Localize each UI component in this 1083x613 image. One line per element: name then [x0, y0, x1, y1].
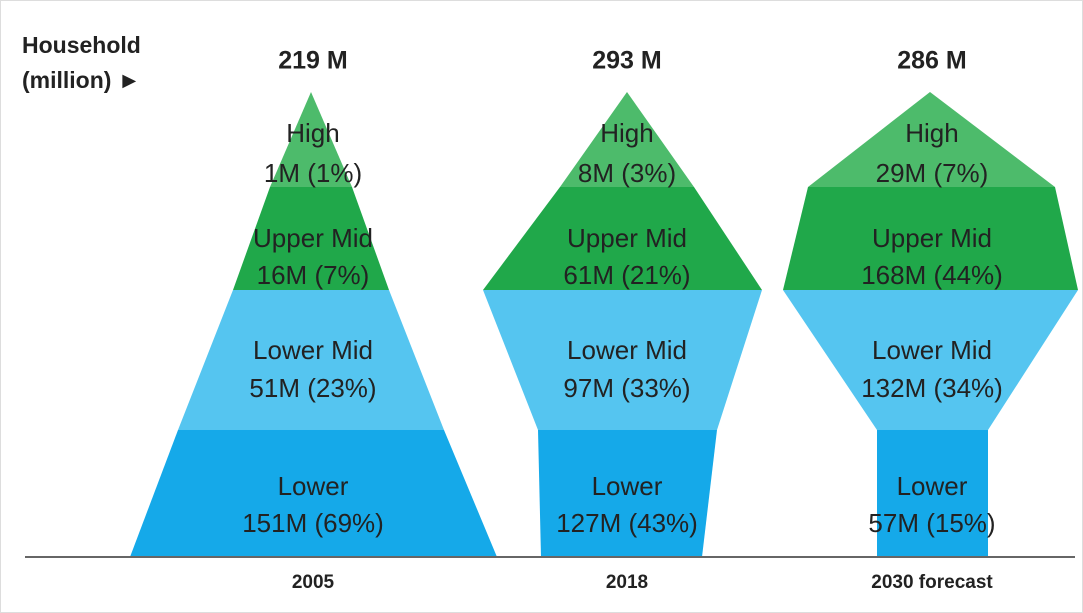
- segment-label: 51M (23%): [249, 373, 376, 403]
- axis-label: (million) ►: [22, 67, 141, 93]
- shape-upper-mid: [783, 187, 1078, 290]
- segment-label: 97M (33%): [563, 373, 690, 403]
- shape-lower: [538, 430, 717, 557]
- segment-name: Upper Mid: [253, 223, 373, 253]
- column-year: 2030 forecast: [871, 572, 993, 593]
- segment-label: 29M (7%): [876, 158, 989, 188]
- segment-name: Lower: [592, 471, 663, 501]
- column-total: 219 M: [278, 47, 347, 75]
- shape-high: [270, 92, 352, 187]
- column-total: 293 M: [592, 47, 661, 75]
- segment-name: Lower: [278, 471, 349, 501]
- segment-name: Lower Mid: [253, 335, 373, 365]
- segment-name: Lower: [897, 471, 968, 501]
- shape-lower: [877, 430, 988, 557]
- segment-label: 8M (3%): [578, 158, 676, 188]
- segment-label: 57M (15%): [868, 508, 995, 538]
- shape-lower-mid: [483, 290, 762, 430]
- segment-name: High: [286, 118, 339, 148]
- segment-name: High: [600, 118, 653, 148]
- shape-lower-mid: [783, 290, 1078, 430]
- segment-label: 61M (21%): [563, 260, 690, 290]
- column-total: 286 M: [897, 47, 966, 75]
- shape-lower: [130, 430, 497, 557]
- segment-label: 132M (34%): [861, 373, 1003, 403]
- shape-high: [560, 92, 694, 187]
- segment-name: Lower Mid: [567, 335, 687, 365]
- column-year: 2018: [606, 572, 648, 593]
- segment-label: 168M (44%): [861, 260, 1003, 290]
- segment-label: 151M (69%): [242, 508, 384, 538]
- segment-name: Upper Mid: [872, 223, 992, 253]
- segment-label: 127M (43%): [556, 508, 698, 538]
- shape-high: [808, 92, 1055, 187]
- segment-name: High: [905, 118, 958, 148]
- segment-label: 16M (7%): [257, 260, 370, 290]
- segment-name: Upper Mid: [567, 223, 687, 253]
- segment-name: Lower Mid: [872, 335, 992, 365]
- shape-upper-mid: [233, 187, 389, 290]
- column-year: 2005: [292, 572, 335, 593]
- shape-upper-mid: [483, 187, 762, 290]
- segment-label: 1M (1%): [264, 158, 362, 188]
- axis-label: Household: [22, 32, 141, 58]
- shape-lower-mid: [178, 290, 444, 430]
